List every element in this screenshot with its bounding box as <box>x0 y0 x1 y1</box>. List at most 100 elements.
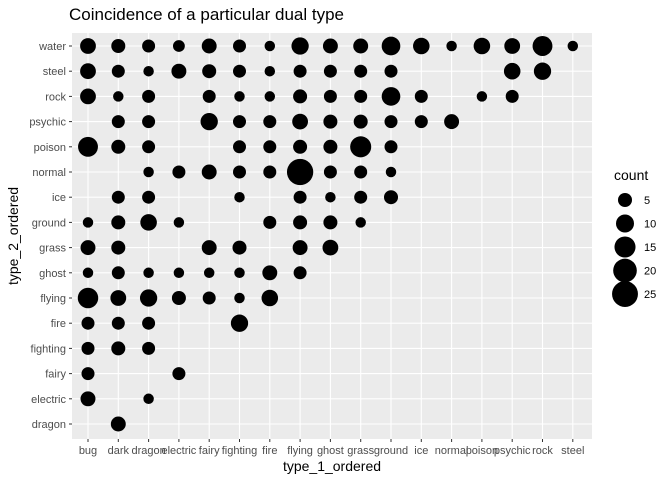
point-fire-normal <box>263 165 277 179</box>
point-normal-water <box>446 40 457 52</box>
point-dragon-ground <box>140 214 157 231</box>
point-ground-poison <box>384 140 398 154</box>
point-dark-ice <box>111 190 125 204</box>
point-fire-ground <box>263 215 277 229</box>
point-fire-poison <box>263 140 277 154</box>
legend-key-20 <box>613 258 637 283</box>
point-fighting-flying <box>234 292 245 304</box>
point-ghost-rock <box>323 89 337 103</box>
y-tick-label-poison: poison <box>34 142 66 154</box>
x-tick-label-dark: dark <box>108 445 130 457</box>
point-fighting-ghost <box>234 267 245 279</box>
point-fighting-fire <box>230 314 249 332</box>
point-dragon-poison <box>142 140 156 154</box>
legend-label-10: 10 <box>644 219 656 231</box>
point-dark-steel <box>111 64 125 78</box>
size-legend: count 5 10 15 20 25 <box>612 167 656 307</box>
point-dark-fighting <box>111 341 126 356</box>
point-flying-poison <box>293 139 308 154</box>
point-ground-rock <box>381 87 401 106</box>
point-fairy-flying <box>202 291 216 305</box>
point-ghost-normal <box>323 165 337 179</box>
point-rock-steel <box>533 62 552 80</box>
point-bug-fire <box>81 316 95 330</box>
point-dragon-ice <box>142 190 156 204</box>
y-tick-label-fighting: fighting <box>31 343 66 355</box>
y-tick-label-fire: fire <box>51 318 66 330</box>
point-dragon-fighting <box>142 341 156 355</box>
point-fairy-rock <box>202 89 216 103</box>
point-steel-water <box>567 40 579 52</box>
point-dragon-water <box>142 39 156 53</box>
y-axis-ticks: dragon electric fairy fighting fire flying gho… <box>29 41 72 431</box>
x-tick-label-electric: electric <box>161 445 196 457</box>
point-flying-ground <box>293 215 308 230</box>
x-tick-label-ice: ice <box>414 445 428 457</box>
legend-label-20: 20 <box>644 266 656 278</box>
point-fire-ghost <box>262 265 278 281</box>
x-tick-label-grass: grass <box>347 445 374 457</box>
legend-label-15: 15 <box>644 242 656 254</box>
y-tick-label-water: water <box>38 41 66 53</box>
point-fairy-grass <box>201 240 217 256</box>
point-dark-poison <box>111 139 126 154</box>
point-poison-rock <box>476 91 488 102</box>
y-tick-label-ice: ice <box>52 192 66 204</box>
y-tick-label-flying: flying <box>40 293 66 305</box>
x-tick-label-ghost: ghost <box>317 445 344 457</box>
point-dragon-fire <box>142 316 156 330</box>
legend-title: count <box>614 167 648 183</box>
point-fire-psychic <box>263 115 277 129</box>
point-electric-water <box>172 40 185 52</box>
point-bug-ground <box>82 217 94 228</box>
point-grass-water <box>353 38 369 54</box>
point-dragon-ghost <box>143 267 154 279</box>
point-electric-flying <box>171 290 186 306</box>
point-fire-flying <box>261 289 279 307</box>
x-tick-label-rock: rock <box>532 445 553 457</box>
point-fairy-steel <box>202 64 217 79</box>
point-dark-water <box>111 38 126 54</box>
point-bug-steel <box>80 63 96 80</box>
point-dark-ghost <box>111 266 125 280</box>
y-tick-label-fairy: fairy <box>45 369 66 381</box>
y-axis-title: type_2_ordered <box>5 187 21 285</box>
point-dragon-normal <box>143 166 154 178</box>
point-psychic-steel <box>503 62 521 80</box>
point-grass-psychic <box>353 114 368 129</box>
legend-label-5: 5 <box>644 195 650 207</box>
point-electric-fairy <box>172 367 186 381</box>
point-ghost-ground <box>323 215 338 230</box>
point-dragon-electric <box>143 393 154 405</box>
point-ghost-grass <box>322 239 339 256</box>
x-tick-label-bug: bug <box>79 445 97 457</box>
point-rock-water <box>532 36 553 56</box>
point-psychic-rock <box>505 89 519 103</box>
legend-key-10 <box>616 214 634 233</box>
x-tick-label-normal: normal <box>435 445 469 457</box>
x-tick-label-fighting: fighting <box>222 445 257 457</box>
point-electric-normal <box>172 165 186 179</box>
point-fairy-psychic <box>200 112 218 131</box>
point-bug-flying <box>77 287 99 309</box>
y-tick-label-steel: steel <box>43 66 66 78</box>
point-ground-ice <box>383 190 399 205</box>
legend-key-25 <box>612 281 638 307</box>
point-psychic-water <box>504 38 521 54</box>
point-fire-water <box>264 40 276 52</box>
point-electric-steel <box>171 63 187 79</box>
point-fighting-steel <box>233 64 246 78</box>
x-tick-label-fire: fire <box>262 445 277 457</box>
point-fire-rock <box>264 91 276 102</box>
point-grass-normal <box>354 165 368 179</box>
point-fire-steel <box>264 65 276 77</box>
x-tick-label-flying: flying <box>287 445 313 457</box>
point-bug-grass <box>80 240 96 256</box>
point-ice-psychic <box>414 115 428 129</box>
point-ground-water <box>381 36 401 56</box>
point-fighting-rock <box>234 91 245 102</box>
y-tick-label-psychic: psychic <box>29 117 66 129</box>
point-dragon-steel <box>143 65 154 77</box>
legend-key-5 <box>617 192 633 208</box>
